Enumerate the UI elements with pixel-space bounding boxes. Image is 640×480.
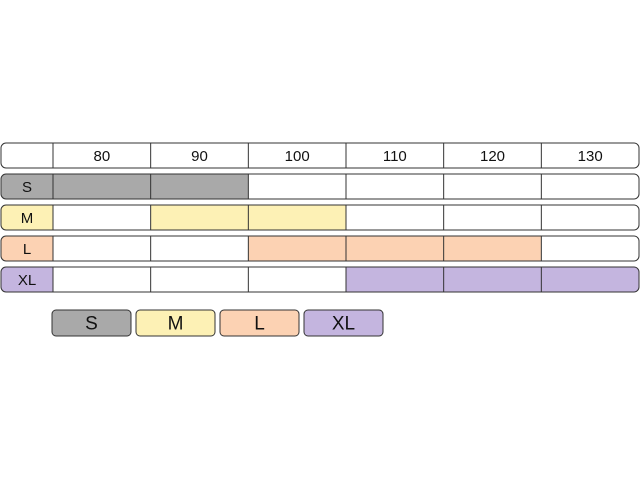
legend-s-swatch	[51, 309, 132, 337]
row-s-label-cell	[1, 174, 53, 199]
legend-l-label: L	[254, 314, 265, 335]
column-header-120: 120	[480, 148, 505, 165]
row-xl-cell-110	[346, 267, 444, 292]
row-s-cell-90	[150, 174, 249, 199]
row-s-cell-80	[53, 174, 151, 199]
row-l-cell-120	[443, 236, 542, 261]
row-l-cell-110	[346, 236, 444, 261]
row-m-cell-90	[150, 205, 249, 230]
row-l-border	[0, 235, 640, 262]
legend-m-swatch	[135, 309, 216, 337]
row-m-label-cell	[1, 205, 53, 230]
column-header-80: 80	[93, 148, 110, 165]
header-row	[0, 142, 640, 169]
row-m-cell-100	[248, 205, 346, 230]
legend-s-label: S	[85, 314, 98, 335]
row-xl-cell-130	[541, 267, 639, 292]
legend-m-label: M	[168, 314, 184, 335]
column-header-110: 110	[383, 148, 407, 165]
column-header-130: 130	[578, 148, 603, 165]
row-m-border	[0, 204, 640, 231]
column-header-100: 100	[285, 148, 310, 165]
row-s-border	[0, 173, 640, 200]
row-xl-border	[0, 266, 640, 293]
row-xl-cell-120	[443, 267, 542, 292]
row-l-cell-100	[248, 236, 346, 261]
row-m-label: M	[21, 210, 34, 227]
row-s-label: S	[22, 179, 32, 196]
legend-xl-label: XL	[332, 314, 355, 335]
row-xl-label: XL	[18, 272, 36, 289]
row-xl-label-cell	[1, 267, 53, 292]
row-l-label: L	[23, 241, 31, 258]
legend-l-swatch	[219, 309, 300, 337]
row-l-label-cell	[1, 236, 53, 261]
legend-xl-swatch	[303, 309, 384, 337]
column-header-90: 90	[191, 148, 208, 165]
